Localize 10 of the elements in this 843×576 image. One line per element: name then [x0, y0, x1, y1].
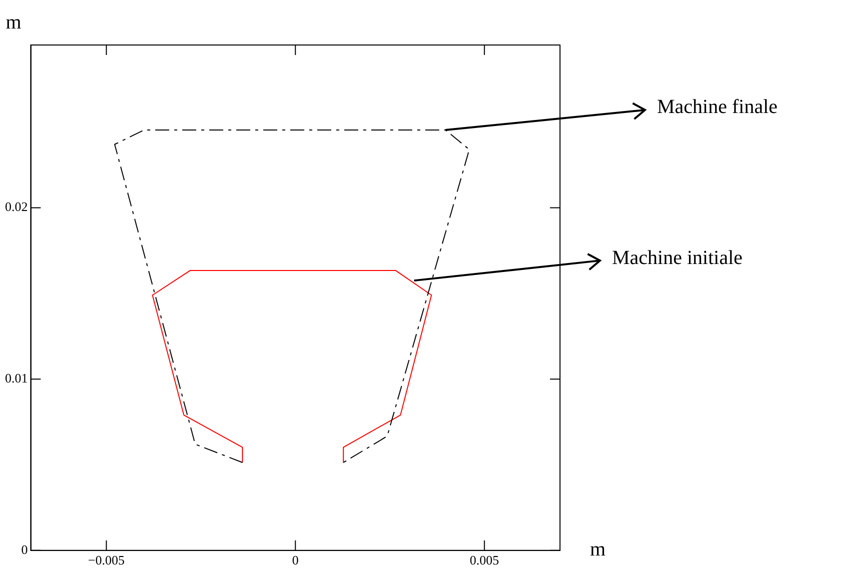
x-axis-title: m [590, 538, 606, 561]
y-axis-title: m [6, 11, 22, 34]
y-tick-label: 0.01 [5, 370, 28, 386]
x-tick-label: −0.005 [88, 552, 125, 568]
y-tick-label: 0.02 [5, 199, 28, 214]
annotation: Machine initiale [612, 246, 743, 269]
x-tick-label: 0.005 [470, 552, 500, 568]
x-tick-label: 0 [292, 552, 299, 568]
y-tick-label: 0 [21, 542, 28, 557]
annotation: Machine finale [657, 96, 778, 118]
